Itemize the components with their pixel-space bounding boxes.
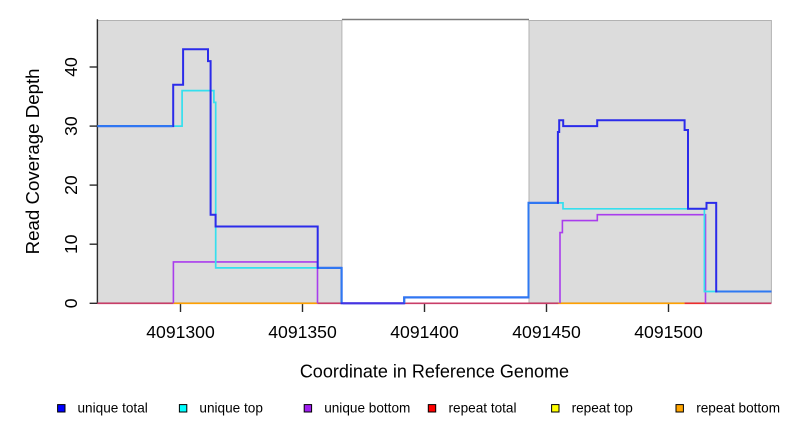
svg-text:0: 0 — [61, 298, 81, 308]
svg-text:20: 20 — [61, 175, 81, 195]
svg-text:40: 40 — [61, 57, 81, 77]
svg-text:repeat total: repeat total — [449, 400, 517, 415]
svg-text:Coordinate in Reference Genome: Coordinate in Reference Genome — [300, 362, 569, 382]
svg-text:unique total: unique total — [78, 400, 148, 415]
svg-text:4091400: 4091400 — [390, 322, 459, 342]
svg-text:30: 30 — [61, 116, 81, 136]
svg-text:4091350: 4091350 — [268, 322, 337, 342]
svg-text:10: 10 — [61, 234, 81, 254]
svg-text:4091450: 4091450 — [512, 322, 581, 342]
svg-text:4091500: 4091500 — [634, 322, 703, 342]
svg-text:Read Coverage Depth: Read Coverage Depth — [22, 68, 43, 254]
svg-text:unique top: unique top — [199, 400, 263, 415]
svg-text:repeat bottom: repeat bottom — [696, 400, 780, 415]
svg-text:unique bottom: unique bottom — [324, 400, 410, 415]
svg-text:4091300: 4091300 — [146, 322, 215, 342]
svg-text:repeat top: repeat top — [572, 400, 633, 415]
